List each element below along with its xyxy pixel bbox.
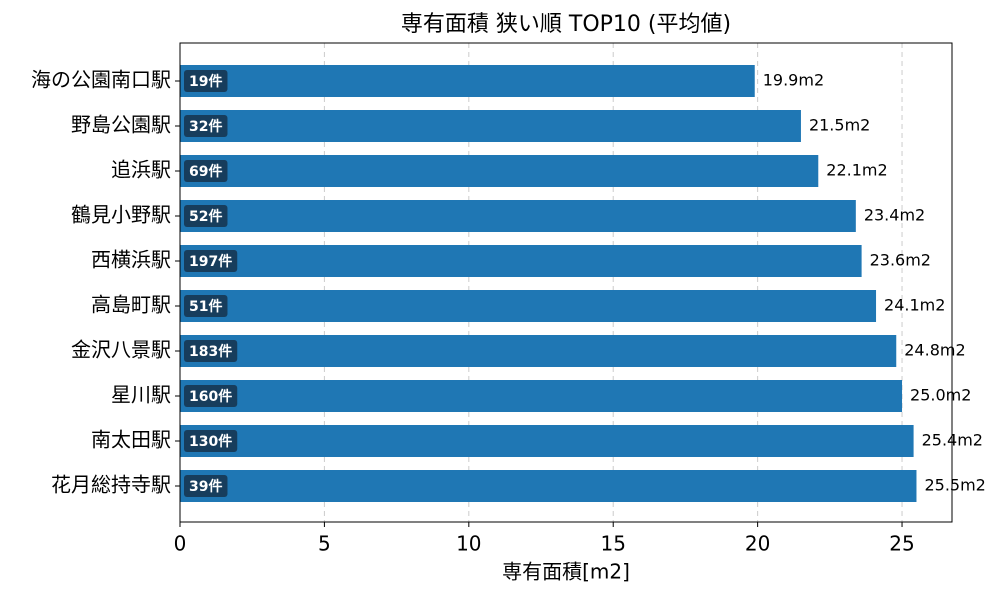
value-label: 23.6m2 <box>870 251 931 270</box>
count-label: 160件 <box>189 388 232 405</box>
count-label: 51件 <box>189 298 222 315</box>
x-tick-label: 0 <box>174 532 187 556</box>
bar <box>180 290 877 322</box>
plot-frame <box>179 42 953 523</box>
count-label: 52件 <box>189 208 222 225</box>
value-label: 24.8m2 <box>904 341 965 360</box>
count-label: 19件 <box>189 73 222 90</box>
value-label: 25.5m2 <box>924 476 985 495</box>
x-tick-label: 20 <box>745 532 770 556</box>
y-tick-label: 追浜駅 <box>111 158 171 182</box>
bar <box>180 380 903 412</box>
y-tick-label: 野島公園駅 <box>71 113 171 137</box>
count-badge <box>184 250 238 272</box>
y-tick-label: 西横浜駅 <box>91 248 171 272</box>
value-label: 21.5m2 <box>809 116 870 135</box>
count-badge <box>184 70 228 92</box>
count-label: 130件 <box>189 433 232 450</box>
y-tick-label: 高島町駅 <box>91 293 171 317</box>
count-label: 69件 <box>189 163 222 180</box>
chart-title: 専有面積 狭い順 TOP10 (平均値) <box>401 12 731 37</box>
count-label: 39件 <box>189 478 222 495</box>
count-badge <box>184 115 228 137</box>
count-badge <box>184 385 238 407</box>
x-tick-label: 10 <box>456 532 481 556</box>
bar <box>180 245 862 277</box>
bar <box>180 65 755 97</box>
y-tick-label: 鶴見小野駅 <box>71 203 171 227</box>
y-tick-label: 星川駅 <box>111 383 171 407</box>
y-tick-label: 海の公園南口駅 <box>31 68 171 92</box>
bar <box>180 335 897 367</box>
count-badge <box>184 430 238 452</box>
bar <box>180 470 917 502</box>
x-tick-label: 25 <box>889 532 914 556</box>
y-tick-label: 南太田駅 <box>91 428 171 452</box>
bar <box>180 110 801 142</box>
count-badge <box>184 295 228 317</box>
y-tick-label: 金沢八景駅 <box>71 338 171 362</box>
count-badge <box>184 205 228 227</box>
value-label: 22.1m2 <box>826 161 887 180</box>
x-axis-label: 専有面積[m2] <box>502 560 630 584</box>
count-badge <box>184 340 238 362</box>
value-label: 23.4m2 <box>864 206 925 225</box>
value-label: 25.0m2 <box>910 386 971 405</box>
x-tick-label: 5 <box>318 532 331 556</box>
bar <box>180 200 856 232</box>
count-label: 197件 <box>189 253 232 270</box>
value-label: 19.9m2 <box>763 71 824 90</box>
count-badge <box>184 160 228 182</box>
x-tick-label: 15 <box>600 532 625 556</box>
count-label: 32件 <box>189 118 222 135</box>
bar <box>180 155 819 187</box>
count-badge <box>184 475 228 497</box>
value-label: 24.1m2 <box>884 296 945 315</box>
count-label: 183件 <box>189 343 232 360</box>
bar <box>180 425 914 457</box>
y-tick-label: 花月総持寺駅 <box>51 473 171 497</box>
